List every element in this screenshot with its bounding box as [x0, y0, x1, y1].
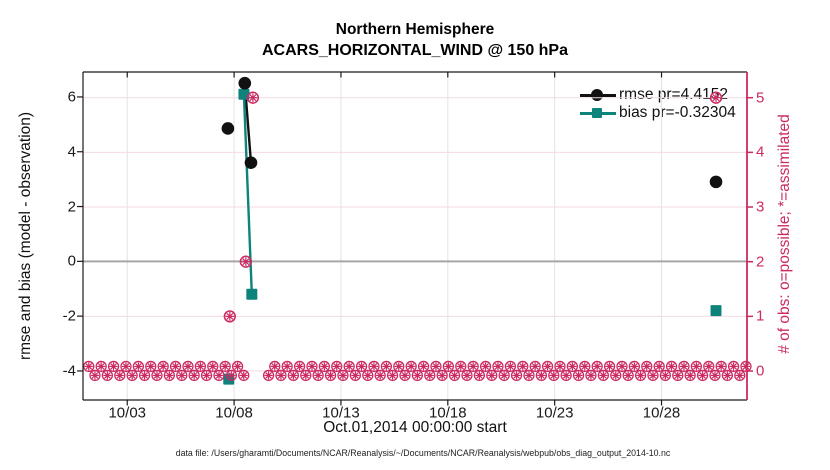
x-tick-label: 10/13 — [322, 404, 360, 422]
right-tick-label: 2 — [756, 253, 765, 271]
right-tick-label: 0 — [756, 362, 765, 380]
left-tick-label: 6 — [67, 88, 76, 106]
left-tick-label: 4 — [67, 143, 76, 161]
bias-marker-icon — [580, 106, 616, 120]
rmse-marker-icon — [580, 88, 616, 102]
legend-label-rmse: rmse pr=4.4152 — [619, 86, 728, 103]
left-axis-label: rmse and bias (model - observation) — [17, 111, 34, 361]
right-tick-label: 3 — [756, 198, 765, 216]
x-tick-label: 10/18 — [429, 404, 467, 422]
x-tick-label: 10/03 — [108, 404, 147, 422]
legend: rmse pr=4.4152 bias pr=-0.32304 — [580, 86, 736, 122]
x-tick-label: 10/08 — [215, 404, 253, 422]
plot-title-line-1: Northern Hemisphere — [335, 21, 495, 38]
legend-item-bias: bias pr=-0.32304 — [580, 104, 736, 122]
left-tick-label: 0 — [67, 252, 76, 270]
right-tick-label: 1 — [756, 307, 765, 325]
x-tick-label: 10/28 — [642, 404, 681, 422]
x-tick-label: 10/23 — [535, 404, 574, 422]
left-tick-label: -4 — [62, 362, 76, 380]
right-tick-label: 5 — [756, 89, 765, 107]
left-tick-label: -2 — [62, 307, 76, 325]
legend-label-bias: bias pr=-0.32304 — [619, 104, 736, 121]
legend-item-rmse: rmse pr=4.4152 — [580, 86, 736, 104]
data-file-caption: data file: /Users/gharamti/Documents/NCA… — [175, 448, 671, 458]
right-tick-label: 4 — [756, 143, 765, 161]
left-tick-label: 2 — [67, 198, 76, 216]
plot-title-line-2: ACARS_HORIZONTAL_WIND @ 150 hPa — [261, 42, 569, 59]
right-axis-label: # of obs: o=possible; *=assimilated — [776, 114, 793, 354]
x-axis-label: Oct.01,2014 00:00:00 start — [323, 419, 507, 436]
